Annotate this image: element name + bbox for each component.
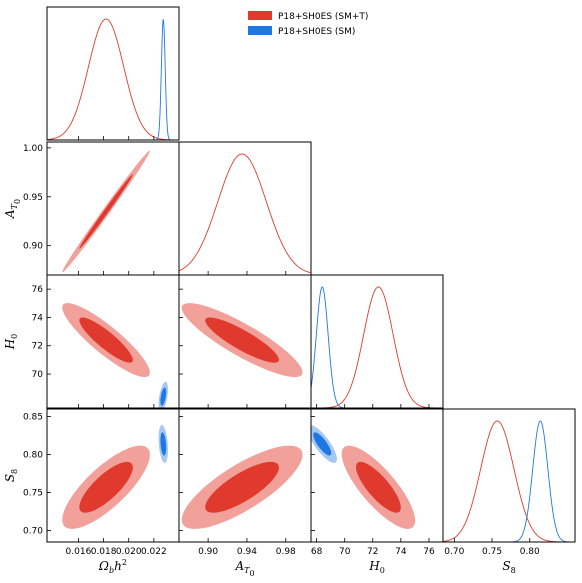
panel-frame bbox=[310, 274, 444, 409]
panel-frame bbox=[46, 141, 180, 276]
x-tick-label: 0.94 bbox=[237, 547, 257, 557]
panel-frame bbox=[46, 6, 180, 141]
contour-68-series-0 bbox=[205, 461, 279, 513]
legend-swatch bbox=[248, 26, 272, 35]
contour-68-series-1 bbox=[313, 432, 332, 456]
y-tick-label: 0.70 bbox=[23, 527, 43, 537]
y-tick-label: 0.95 bbox=[23, 193, 43, 203]
y-axis-label-h0: H0​ bbox=[3, 334, 19, 351]
x-axis-label-s8: S8​ bbox=[502, 559, 515, 575]
x-tick-label: 74 bbox=[395, 547, 407, 557]
posterior-panel-omb bbox=[47, 18, 179, 140]
x-axis-label-omb: Ωb​h2​ bbox=[98, 558, 127, 575]
legend-label: P18+SH0ES (SM+T) bbox=[278, 12, 368, 22]
posterior-curve-series-0 bbox=[47, 18, 179, 140]
posterior-panel-s8 bbox=[443, 420, 575, 542]
panel-frame bbox=[442, 408, 576, 543]
x-axis-label-h0: H0​ bbox=[368, 559, 385, 575]
x-tick-label: 0.75 bbox=[482, 547, 502, 557]
posterior-curve-series-1 bbox=[443, 420, 575, 542]
posterior-curve-series-0 bbox=[311, 286, 443, 408]
y-tick-label: 0.75 bbox=[23, 489, 43, 499]
x-tick-label: 0.020 bbox=[116, 547, 142, 557]
legend-swatch bbox=[248, 11, 272, 20]
contour-68-series-1 bbox=[160, 387, 167, 406]
posterior-panel-h0 bbox=[311, 286, 443, 408]
y-axis-label-s8: S8​ bbox=[3, 469, 19, 482]
x-tick-label: 0.022 bbox=[141, 547, 167, 557]
x-tick-label: 0.80 bbox=[520, 547, 540, 557]
y-axis-label-atau: AT0​ bbox=[3, 199, 22, 219]
contour-panel-atau-h0 bbox=[181, 303, 303, 378]
x-tick-label: 68 bbox=[311, 547, 323, 557]
posterior-curve-series-0 bbox=[179, 153, 311, 274]
contour-68-series-0 bbox=[79, 174, 133, 249]
contour-panel-omb-s8 bbox=[62, 425, 168, 529]
y-tick-label: 74 bbox=[32, 313, 44, 323]
y-tick-label: 1.00 bbox=[23, 144, 43, 154]
x-tick-label: 70 bbox=[339, 547, 351, 557]
contour-panel-omb-h0 bbox=[62, 303, 168, 408]
y-tick-label: 0.90 bbox=[23, 242, 43, 252]
y-tick-label: 0.80 bbox=[23, 451, 43, 461]
contour-panel-h0-s8 bbox=[311, 425, 416, 529]
contour-68-series-0 bbox=[79, 317, 133, 363]
x-tick-label: 0.70 bbox=[444, 547, 464, 557]
panel-frame bbox=[178, 141, 312, 276]
contour-68-series-1 bbox=[160, 432, 167, 456]
contour-68-series-0 bbox=[79, 461, 133, 513]
legend: P18+SH0ES (SM+T) P18+SH0ES (SM) bbox=[248, 11, 368, 37]
x-tick-label: 76 bbox=[423, 547, 435, 557]
posterior-panel-atau bbox=[179, 153, 311, 274]
x-tick-label: 0.98 bbox=[276, 547, 296, 557]
contour-panel-atau-s8 bbox=[181, 445, 303, 529]
contour-68-series-0 bbox=[205, 317, 279, 363]
y-tick-label: 0.85 bbox=[23, 413, 43, 423]
legend-label: P18+SH0ES (SM) bbox=[278, 27, 355, 37]
y-tick-label: 72 bbox=[32, 342, 43, 352]
contour-68-series-0 bbox=[355, 461, 401, 513]
y-tick-label: 76 bbox=[32, 285, 44, 295]
contour-panel-omb-atau bbox=[62, 150, 150, 273]
x-tick-label: 0.018 bbox=[91, 547, 117, 557]
x-tick-label: 0.016 bbox=[66, 547, 92, 557]
x-axis-label-atau: AT0​ bbox=[234, 559, 254, 578]
x-tick-label: 0.90 bbox=[198, 547, 218, 557]
x-tick-label: 72 bbox=[367, 547, 378, 557]
posterior-curve-series-1 bbox=[47, 19, 179, 140]
y-tick-label: 70 bbox=[32, 370, 44, 380]
posterior-curve-series-1 bbox=[311, 286, 443, 408]
